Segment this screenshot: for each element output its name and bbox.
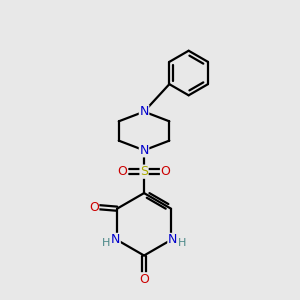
Text: O: O <box>89 201 99 214</box>
Text: O: O <box>160 165 170 178</box>
Text: N: N <box>111 233 120 246</box>
Text: O: O <box>139 273 149 286</box>
Text: S: S <box>140 165 148 178</box>
Text: N: N <box>168 233 177 246</box>
Text: N: N <box>140 144 149 157</box>
Text: N: N <box>140 105 149 118</box>
Text: O: O <box>118 165 128 178</box>
Text: H: H <box>101 238 110 248</box>
Text: H: H <box>178 238 187 248</box>
